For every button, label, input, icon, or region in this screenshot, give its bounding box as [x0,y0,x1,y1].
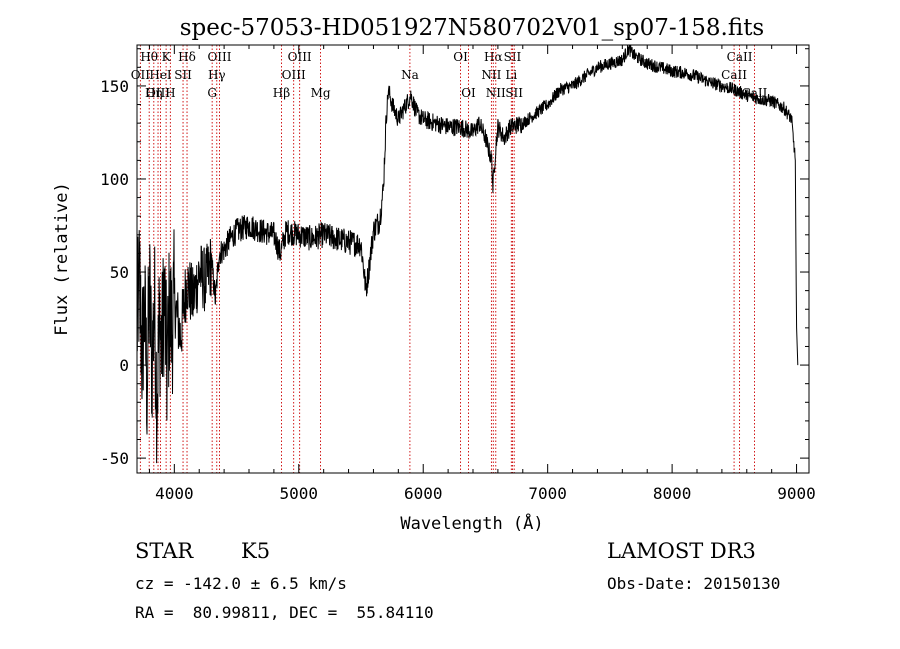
x-tick-label: 7000 [528,484,567,503]
spectrum-flux-line [136,44,799,464]
y-tick-label: -50 [100,449,129,468]
line-marker-label: Hα [484,50,503,64]
y-tick-label: 50 [110,263,129,282]
y-tick-label: 0 [119,356,129,375]
line-marker-label: OIII [207,50,231,64]
coordinates: RA = 80.99811, DEC = 55.84110 [135,603,434,622]
plot-frame [136,44,810,474]
line-marker-label: Mg [311,86,331,100]
survey-name: LAMOST DR3 [607,539,756,563]
line-marker-label: HeI [149,68,172,82]
line-marker-label: SII [174,68,192,82]
y-tick-label: 150 [100,77,129,96]
line-marker-label: Hη [145,86,163,100]
spectral-subclass: K5 [241,539,271,563]
line-marker-label: Hδ [178,50,196,64]
chart-title: spec-57053-HD051927N580702V01_sp07-158.f… [180,15,765,41]
y-axis-label: Flux (relative) [52,182,72,336]
line-marker-label: OIII [288,50,312,64]
line-marker-label: OII [131,68,151,82]
line-marker-label: H [165,86,175,100]
line-marker-label: OIII [282,68,306,82]
line-marker-label: OI [461,86,476,100]
axis-tick-layer: 4000 5000 6000 7000 8000 9000 -50 0 50 100 150 [100,45,816,503]
x-tick-label: 5000 [280,484,319,503]
line-marker-label: Li [505,68,517,82]
line-marker-label: SII [504,50,522,64]
redshift-value: cz = -142.0 ± 6.5 km/s [135,574,347,593]
line-marker-label: NII [481,68,501,82]
line-marker-label: CaII [727,50,753,64]
observation-date: Obs-Date: 20150130 [607,574,781,593]
x-tick-label: 6000 [404,484,443,503]
line-marker-label: CaII [721,68,747,82]
object-class: STAR [135,539,194,563]
line-marker-label: Hθ [140,50,158,64]
line-marker-label: K [162,50,172,64]
x-tick-label: 4000 [155,484,194,503]
line-marker-label: NII [486,86,506,100]
line-marker-label: OIII [146,86,170,100]
line-marker-label: Hβ [273,86,290,100]
x-axis-label: Wavelength (Å) [400,512,543,534]
y-tick-label: 100 [100,170,129,189]
line-marker-label: OI [453,50,468,64]
line-marker-label: SII [505,86,523,100]
line-marker-label: Na [401,68,419,82]
x-tick-label: 8000 [653,484,692,503]
line-marker-label: G [207,86,217,100]
x-tick-label: 9000 [777,484,816,503]
line-marker-label: Hγ [208,68,226,82]
